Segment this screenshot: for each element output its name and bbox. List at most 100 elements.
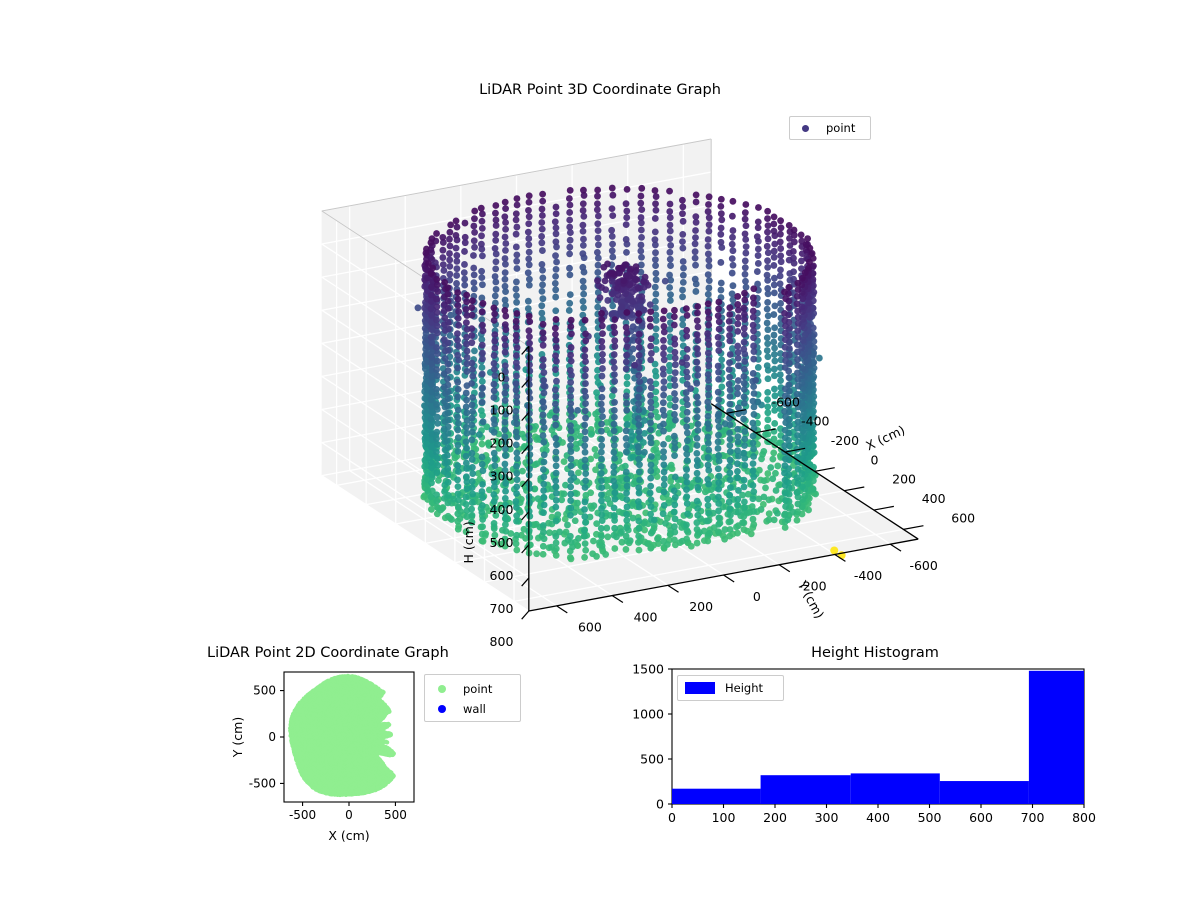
data-point-3d: [660, 448, 667, 456]
data-point-3d: [454, 378, 462, 386]
data-point-3d: [594, 303, 602, 311]
data-point-3d: [683, 423, 691, 431]
tick-label-x: -600: [772, 394, 800, 409]
data-point-3d: [671, 473, 679, 481]
data-point-3d: [567, 490, 575, 498]
data-point-3d: [810, 337, 818, 345]
data-point-3d: [581, 352, 589, 360]
data-point-3d: [670, 376, 678, 383]
data-point-3d: [462, 528, 470, 536]
data-point-3d: [445, 325, 452, 333]
data-point-3d: [714, 362, 722, 370]
data-point-3d: [582, 414, 589, 422]
data-point-3d: [439, 254, 447, 261]
data-point-3d: [502, 205, 509, 213]
data-point-3d: [666, 187, 673, 195]
data-point-3d: [734, 327, 742, 335]
data-point-3d: [693, 442, 701, 449]
data-point-3d: [501, 362, 509, 370]
data-point-3d: [552, 352, 559, 360]
data-point-3d: [651, 228, 659, 236]
data-point-3d: [526, 339, 533, 347]
data-point-3d: [671, 335, 679, 343]
data-point-3d: [791, 238, 798, 246]
data-point-3d: [461, 248, 468, 255]
data-point-3d: [611, 329, 619, 337]
data-point-3d: [629, 453, 637, 461]
data-point-3d: [764, 222, 772, 230]
data-point-3d: [694, 399, 702, 407]
data-point-3d: [705, 404, 713, 412]
data-point-3d: [781, 343, 789, 351]
data-point-3d: [733, 523, 740, 531]
data-point-3d: [726, 373, 734, 381]
data-point-3d: [598, 455, 605, 463]
data-point-3d: [740, 526, 748, 533]
data-point-3d: [478, 316, 486, 324]
data-point-3d: [468, 359, 476, 367]
data-point-3d: [654, 453, 662, 461]
data-point-3d: [683, 527, 691, 534]
data-point-3d: [694, 371, 702, 379]
data-point-3d: [525, 261, 533, 269]
data-point-3d: [622, 392, 630, 400]
data-point-3d: [693, 413, 701, 421]
data-point-3d: [692, 227, 699, 234]
data-point-3d: [525, 198, 533, 206]
data-point-3d: [641, 448, 648, 456]
data-point-3d: [635, 484, 643, 492]
data-point-3d: [540, 493, 548, 501]
data-point-3d: [593, 520, 601, 528]
data-point-3d: [770, 220, 778, 228]
data-point-3d: [734, 320, 742, 328]
data-point-3d: [694, 303, 702, 310]
data-point-3d: [635, 428, 643, 435]
data-point-3d: [810, 449, 818, 457]
data-point-3d: [492, 209, 499, 217]
data-point-3d: [552, 316, 560, 323]
data-point-3d: [614, 284, 621, 292]
data-point-3d: [794, 327, 802, 335]
data-point-3d: [781, 426, 789, 434]
data-point-3d: [750, 342, 757, 350]
data-point-3d: [463, 513, 471, 521]
data-point-3d: [447, 311, 455, 319]
data-point-3d: [444, 284, 452, 292]
data-point-3d: [582, 358, 589, 365]
data-point-3d: [567, 483, 575, 491]
data-point-3d: [490, 519, 498, 527]
data-point-3d: [637, 261, 645, 269]
data-point-3d: [539, 315, 546, 323]
data-point-3d: [629, 298, 636, 306]
data-point-3d: [573, 445, 581, 452]
data-point-3d: [513, 223, 521, 231]
data-point-3d: [704, 250, 712, 258]
data-point-3d: [513, 512, 521, 519]
data-point-3d: [538, 205, 546, 213]
data-point-3d: [693, 393, 701, 401]
data-point-3d: [623, 406, 631, 414]
data-point-3d: [539, 542, 547, 550]
data-point-3d: [513, 399, 521, 407]
data-point-3d: [552, 477, 560, 485]
data-point-3d: [623, 380, 631, 388]
data-point-3d: [660, 488, 668, 496]
data-point-3d: [468, 505, 475, 513]
data-point-3d: [741, 215, 749, 223]
data-point-3d: [683, 429, 691, 437]
data-point-3d: [693, 345, 701, 352]
data-point-3d: [495, 444, 503, 452]
data-point-3d: [539, 418, 547, 425]
data-point-3d: [666, 235, 674, 243]
data-point-3d: [776, 280, 784, 288]
data-point-3d: [567, 442, 574, 450]
data-point-3d: [567, 497, 575, 504]
data-point-3d: [635, 525, 643, 532]
data-point-3d: [683, 457, 691, 464]
tick-label-x: -400: [801, 414, 829, 429]
tick-h: [521, 577, 530, 587]
data-point-3d: [667, 262, 674, 269]
data-point-3d: [597, 532, 605, 540]
data-point-3d: [749, 467, 757, 475]
data-point-3d: [679, 203, 687, 211]
